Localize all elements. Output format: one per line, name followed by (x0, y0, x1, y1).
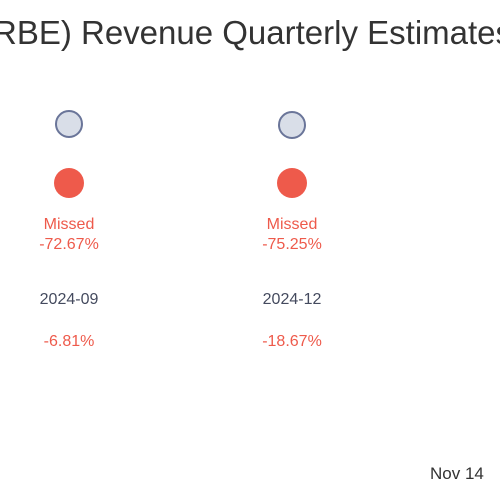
period-label: 20 (450, 291, 500, 309)
period-label: 2024-12 (262, 291, 322, 308)
period-label: 2024-09 (39, 291, 99, 308)
growth-label: -6.81% (43, 333, 95, 350)
growth-label: -6 (450, 333, 500, 351)
surprise-result-label: M (450, 216, 500, 234)
footer-date: Nov 14 (430, 464, 484, 483)
chart-title: (RBE) Revenue Quarterly Estimates (0, 14, 500, 51)
actual-marker[interactable] (277, 168, 307, 198)
surprise-result-label: Missed (43, 216, 95, 233)
surprise-percent-label: - (450, 236, 500, 254)
actual-marker[interactable] (54, 168, 84, 198)
growth-label: -18.67% (262, 333, 322, 350)
surprise-percent-label: -75.25% (262, 236, 322, 253)
estimate-marker[interactable] (278, 111, 306, 140)
estimate-marker[interactable] (55, 110, 83, 138)
surprise-percent-label: -72.67% (39, 236, 99, 253)
surprise-result-label: Missed (266, 216, 318, 233)
